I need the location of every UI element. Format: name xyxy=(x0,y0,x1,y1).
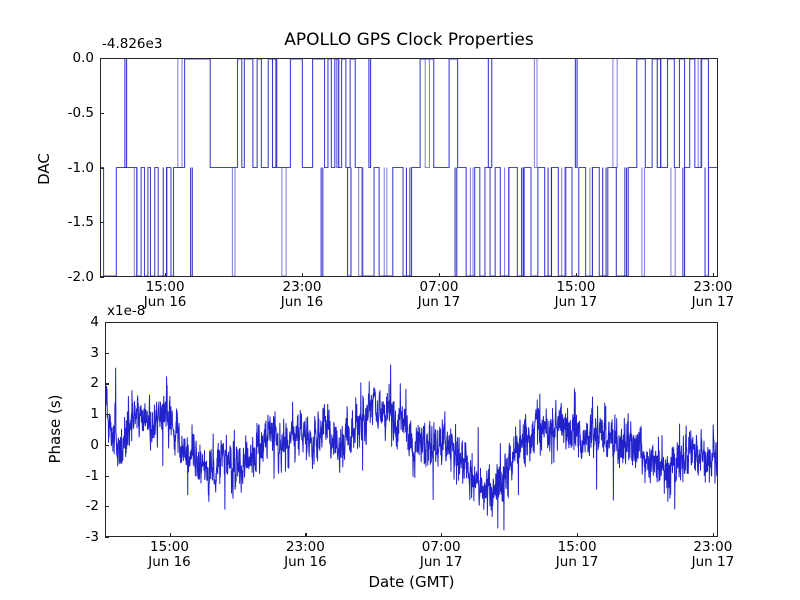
phase-x-tick-mark xyxy=(169,533,171,537)
phase-y-tick-mark xyxy=(105,383,109,385)
phase-y-tick-mark xyxy=(105,322,109,324)
phase-y-tick-mark xyxy=(105,444,109,447)
phase-y-tick-mark xyxy=(105,506,109,508)
dac-x-tick-mark xyxy=(575,273,578,277)
phase-y-tick-label: -3 xyxy=(85,529,99,545)
dac-x-tick-label: 23:00 Jun 16 xyxy=(280,279,324,310)
phase-y-tick-mark xyxy=(105,352,109,354)
phase-y-tick-label: 4 xyxy=(90,314,99,330)
dac-x-tick-label: 15:00 Jun 17 xyxy=(554,279,598,310)
phase-y-tick-label: 1 xyxy=(90,406,99,423)
phase-x-tick-mark xyxy=(441,533,443,537)
phase-axis-multiplier-label: x1e-8 xyxy=(107,303,146,319)
dac-y-tick-mark xyxy=(100,167,104,169)
phase-y-tick-label: 2 xyxy=(90,375,99,392)
phase-y-tick-mark xyxy=(105,414,109,416)
dac-y-tick-label: -1.5 xyxy=(67,214,94,231)
phase-x-tick-mark xyxy=(305,533,307,537)
phase-plot-area[interactable] xyxy=(105,322,718,537)
phase-x-tick-label: 07:00 Jun 17 xyxy=(419,539,463,570)
phase-series-svg xyxy=(106,364,717,531)
phase-x-tick-label: 23:00 Jun 16 xyxy=(284,539,327,570)
dac-y-tick-label: 0.0 xyxy=(72,50,94,66)
dac-y-tick-mark xyxy=(100,58,104,60)
phase-x-tick-mark xyxy=(577,533,579,537)
dac-x-tick-mark xyxy=(302,273,304,277)
dac-series-svg xyxy=(101,59,717,276)
dac-x-tick-label: 23:00 Jun 17 xyxy=(691,279,735,310)
phase-y-tick-mark xyxy=(105,475,109,477)
dac-x-tick-mark xyxy=(165,273,167,277)
phase-x-tick-label: 15:00 Jun 16 xyxy=(148,539,191,570)
phase-y-tick-label: -1 xyxy=(85,467,99,484)
page-title: APOLLO GPS Clock Properties xyxy=(284,30,534,50)
dac-plot-area[interactable] xyxy=(100,58,718,277)
dac-y-tick-label: -1.0 xyxy=(67,159,94,176)
dac-x-tick-label: 15:00 Jun 16 xyxy=(143,279,187,310)
dac-x-tick-mark xyxy=(712,273,715,277)
dac-y-tick-mark xyxy=(100,277,104,279)
phase-y-tick-mark xyxy=(105,537,109,539)
dac-x-tick-label: 07:00 Jun 17 xyxy=(417,279,461,310)
dac-y-tick-mark xyxy=(100,112,104,114)
phase-x-tick-mark xyxy=(712,533,715,537)
phase-x-axis-label: Date (GMT) xyxy=(368,573,455,591)
dac-axis-offset-label: -4.826e3 xyxy=(102,36,163,52)
dac-y-tick-mark xyxy=(100,222,104,224)
phase-y-tick-label: 0 xyxy=(90,436,99,453)
phase-y-tick-label: 3 xyxy=(90,344,99,361)
phase-x-tick-label: 23:00 Jun 17 xyxy=(691,539,735,570)
dac-y-tick-label: -2.0 xyxy=(67,269,94,285)
phase-x-tick-label: 15:00 Jun 17 xyxy=(555,539,599,570)
dac-y-tick-label: -0.5 xyxy=(67,104,94,121)
phase-y-tick-label: -2 xyxy=(85,498,99,515)
dac-x-tick-mark xyxy=(439,273,441,277)
